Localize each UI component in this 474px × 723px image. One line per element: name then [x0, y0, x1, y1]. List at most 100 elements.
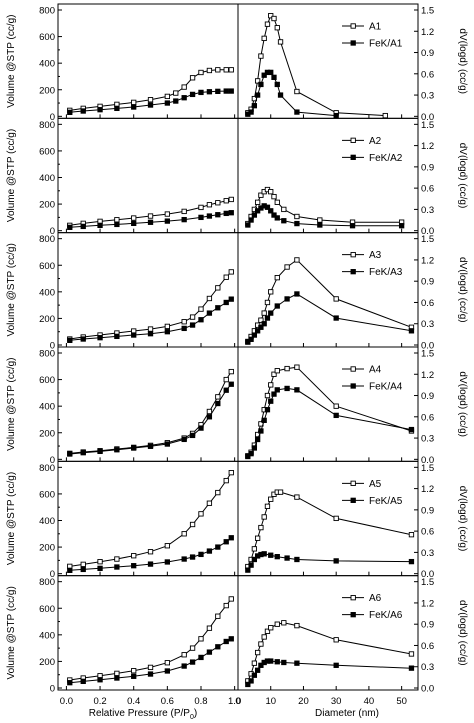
- psd-open-marker: [274, 275, 280, 281]
- psd-open-marker: [254, 649, 261, 656]
- psd-open-marker: [271, 15, 277, 22]
- left-x-tick-label: 0.4: [127, 696, 140, 707]
- isotherm-open-marker: [223, 198, 229, 204]
- right-y-tick-label: 0.9: [421, 277, 434, 288]
- right-x-axis-label: Diameter (nm): [315, 708, 379, 719]
- isotherm-open-marker: [206, 408, 213, 415]
- isotherm-filled-marker: [181, 95, 187, 101]
- psd-open-marker: [258, 641, 264, 647]
- psd-open-marker: [294, 88, 300, 95]
- isotherm-filled-marker: [198, 654, 204, 661]
- psd-filled-marker: [398, 223, 405, 229]
- psd-open-marker: [251, 660, 258, 666]
- panel-1: 0 200 400 600 800 0.0 0.3 0.6 0.9 1.2 1.5 Volume @S…: [6, 3, 468, 123]
- right-y-tick-label: 0.9: [421, 620, 434, 631]
- psd-filled-marker: [248, 451, 254, 457]
- left-x-tick-label: 1.0: [228, 696, 241, 707]
- legend-marker: [350, 154, 356, 160]
- psd-filled-marker: [264, 204, 271, 210]
- psd-open-marker: [317, 217, 323, 223]
- isotherm-open-marker: [181, 319, 187, 325]
- psd-open-marker: [333, 515, 339, 522]
- right-y-tick-label: 1.5: [421, 120, 434, 131]
- isotherm-open-marker: [189, 314, 196, 320]
- isotherm-open-marker: [215, 489, 221, 496]
- isotherm-filled-marker: [131, 220, 137, 227]
- legend-label: A4: [369, 365, 382, 376]
- right-x-tick-label: 30: [331, 696, 342, 707]
- isotherm-filled-marker: [228, 535, 234, 541]
- psd-filled-marker: [274, 554, 280, 560]
- legend-marker: [350, 137, 356, 143]
- isotherm-filled-marker: [198, 89, 204, 96]
- psd-open-marker: [294, 213, 300, 220]
- isotherm-filled-marker: [223, 210, 229, 217]
- right-y-tick-label: 0.0: [421, 226, 434, 237]
- legend-marker: [350, 497, 356, 503]
- legend-marker: [350, 612, 356, 618]
- right-y-tick-label: 1.2: [421, 598, 434, 609]
- legend-marker: [350, 366, 356, 372]
- psd-open-marker: [254, 78, 261, 84]
- right-y-tick-label: 0.3: [421, 319, 434, 330]
- psd-filled-marker: [261, 72, 267, 78]
- right-y-tick-label: 0.0: [421, 455, 434, 466]
- psd-filled-marker: [245, 681, 251, 688]
- right-y-tick-label: 1.5: [421, 577, 434, 588]
- legend-marker: [350, 23, 356, 29]
- right-y-tick-label: 0.6: [421, 641, 434, 652]
- legend-marker: [350, 383, 356, 389]
- isotherm-open-marker: [147, 549, 154, 555]
- panel-2: 0 200 400 600 800 0.0 0.3 0.6 0.9 1.2 1.5 Volume @S…: [6, 117, 468, 237]
- isotherm-filled-marker: [67, 680, 73, 686]
- isotherm-open-marker: [164, 543, 170, 549]
- left-y-tick-label: 200: [39, 200, 55, 211]
- isotherm-filled-marker: [97, 677, 103, 683]
- isotherm-open-marker: [114, 670, 120, 677]
- isotherm-filled-marker: [97, 222, 103, 228]
- psd-filled-marker: [408, 328, 415, 334]
- right-y-tick-label: 0.6: [421, 527, 434, 538]
- isotherm-filled-marker: [189, 432, 196, 439]
- psd-open-marker: [261, 35, 267, 42]
- right-y-tick-label: 0.0: [421, 341, 434, 352]
- left-x-axis-label: Relative Pressure (P/P0): [89, 708, 197, 721]
- psd-open-marker: [264, 21, 271, 27]
- legend-marker: [350, 480, 356, 486]
- isotherm-open-marker: [189, 521, 196, 528]
- isotherm-open-marker: [131, 553, 137, 559]
- left-y-tick-label: 600: [39, 489, 55, 500]
- isotherm-open-marker: [228, 470, 234, 476]
- isotherm-filled-marker: [198, 551, 204, 558]
- psd-open-marker: [261, 634, 267, 640]
- psd-open-marker: [268, 189, 274, 195]
- left-y-tick-label: 800: [39, 463, 55, 474]
- isotherm-open-marker: [198, 69, 204, 76]
- psd-filled-marker: [268, 398, 274, 404]
- right-y-tick-label: 1.5: [421, 349, 434, 360]
- isotherm-filled-marker: [206, 414, 213, 420]
- psd-filled-marker: [271, 391, 277, 397]
- psd-open-marker: [333, 403, 339, 409]
- isotherm-open-marker: [215, 200, 221, 206]
- psd-filled-marker: [264, 315, 271, 321]
- isotherm-filled-marker: [164, 668, 170, 674]
- isotherm-open-marker: [181, 84, 187, 90]
- psd-filled-marker: [248, 678, 254, 684]
- psd-open-line: [247, 622, 412, 682]
- psd-open-marker: [268, 289, 274, 295]
- psd-open-marker: [294, 494, 300, 500]
- legend-marker: [350, 269, 356, 275]
- psd-filled-marker: [251, 672, 258, 678]
- legend-label: FeK/A3: [369, 267, 403, 278]
- psd-filled-marker: [408, 426, 415, 433]
- right-x-tick-label: 0: [235, 696, 240, 707]
- legend-marker: [350, 252, 356, 258]
- psd-open-marker: [268, 13, 274, 19]
- isotherm-filled-marker: [67, 109, 73, 115]
- isotherm-open-marker: [189, 75, 196, 81]
- right-x-tick-label: 40: [364, 696, 375, 707]
- psd-filled-marker: [294, 291, 300, 297]
- isotherm-filled-marker: [97, 335, 103, 341]
